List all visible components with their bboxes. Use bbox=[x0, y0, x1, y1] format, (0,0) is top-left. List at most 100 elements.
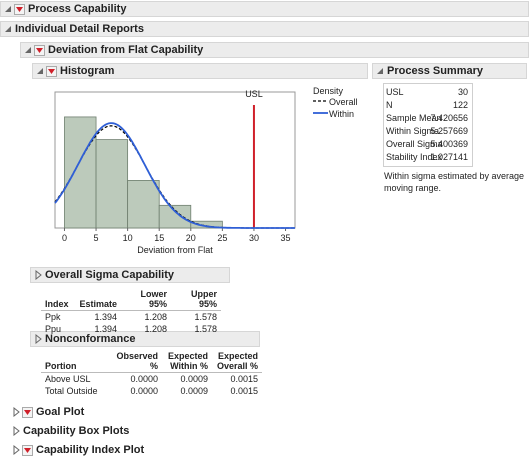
table-cell: Total Outside bbox=[45, 386, 98, 396]
x-tick-label: 10 bbox=[123, 233, 133, 243]
density-curve bbox=[54, 125, 295, 229]
table-row: Above USL 0.0000 0.0009 0.0015 bbox=[41, 373, 262, 386]
column-header: Upper 95% bbox=[190, 289, 217, 309]
data-table: Portion Observed % Expected Within % Expect… bbox=[41, 350, 262, 397]
summary-label: Within Sigma bbox=[386, 126, 440, 136]
table-cell: 1.578 bbox=[194, 324, 217, 334]
section-header[interactable]: Individual Detail Reports bbox=[0, 21, 529, 37]
summary-value: 5.257669 bbox=[430, 126, 468, 136]
disclosure-icon[interactable] bbox=[33, 270, 43, 280]
table-row: Ppk 1.394 1.208 1.578 bbox=[41, 311, 221, 324]
table-cell: Ppu bbox=[45, 324, 62, 334]
section-header[interactable]: Capability Index Plot bbox=[8, 442, 156, 458]
section-header[interactable]: Deviation from Flat Capability bbox=[20, 42, 529, 58]
table-cell: 1.394 bbox=[94, 324, 117, 334]
histogram-plot: 0 5 10 15 20 25 30 35 Deviation from Flat USL bbox=[54, 89, 296, 255]
summary-row: Overall Sigma 5.400369 bbox=[386, 138, 470, 151]
summary-label: Sample Mean bbox=[386, 113, 442, 123]
legend-label: Within bbox=[329, 109, 355, 119]
menu-icon[interactable] bbox=[22, 445, 33, 456]
histogram-bar bbox=[95, 139, 129, 229]
x-tick-label: 35 bbox=[281, 233, 291, 243]
histogram-bar bbox=[64, 116, 97, 229]
disclosure-icon[interactable] bbox=[11, 407, 21, 417]
x-axis-label: Deviation from Flat bbox=[137, 245, 213, 255]
section-title: Process Summary bbox=[387, 65, 483, 77]
histogram-bar bbox=[158, 204, 192, 229]
table-cell: 1.394 bbox=[94, 312, 117, 322]
histogram-bar bbox=[190, 220, 223, 229]
table-row: Total Outside 0.0000 0.0009 0.0015 bbox=[41, 385, 262, 397]
legend-label: Overall bbox=[329, 97, 358, 107]
legend-title: Density bbox=[313, 86, 344, 96]
table-cell: 0.0015 bbox=[230, 386, 258, 396]
summary-label: USL bbox=[386, 87, 404, 97]
section-header[interactable]: Capability Box Plots bbox=[8, 423, 156, 439]
column-header: Observed % bbox=[116, 351, 158, 371]
disclosure-icon[interactable] bbox=[3, 4, 13, 14]
section-header[interactable]: Nonconformance bbox=[30, 331, 260, 347]
legend-entry: Overall bbox=[313, 96, 373, 108]
table-cell: Above USL bbox=[45, 374, 91, 384]
summary-note: Within sigma estimated by average moving… bbox=[384, 171, 525, 193]
table-cell: 1.208 bbox=[144, 324, 167, 334]
header-row: Index Estimate Lower 95% Upper 95% bbox=[41, 288, 221, 311]
menu-icon[interactable] bbox=[34, 45, 45, 56]
summary-row: USL 30 bbox=[386, 86, 470, 99]
section-title: Deviation from Flat Capability bbox=[48, 44, 204, 56]
table-cell: 0.0015 bbox=[230, 374, 258, 384]
menu-icon[interactable] bbox=[46, 66, 57, 77]
column-header: Index bbox=[45, 299, 69, 309]
legend: Density Overall Within bbox=[313, 86, 373, 120]
summary-label: Overall Sigma bbox=[386, 139, 443, 149]
disclosure-icon[interactable] bbox=[35, 66, 45, 76]
menu-icon[interactable] bbox=[14, 4, 25, 15]
summary-label: Stability Index bbox=[386, 152, 443, 162]
section-title: Overall Sigma Capability bbox=[45, 269, 174, 281]
column-header: Expected Overall % bbox=[216, 351, 258, 371]
x-tick-label: 15 bbox=[154, 233, 164, 243]
section-header[interactable]: Overall Sigma Capability bbox=[30, 267, 230, 283]
table-cell: 0.0009 bbox=[180, 374, 208, 384]
data-table: Index Estimate Lower 95% Upper 95% Ppk 1.394 1… bbox=[41, 288, 221, 335]
section-title: Goal Plot bbox=[36, 406, 85, 418]
summary-value: 5.400369 bbox=[430, 139, 468, 149]
summary-rows: USL 30 N 122 Sample Mean 7.420656 Within Sigma… bbox=[386, 86, 470, 164]
x-tick-label: 5 bbox=[94, 233, 99, 243]
disclosure-icon[interactable] bbox=[23, 45, 33, 55]
section-title: Histogram bbox=[60, 65, 115, 77]
section-header[interactable]: Process Capability bbox=[0, 1, 529, 17]
x-tick-label: 30 bbox=[249, 233, 259, 243]
section-header[interactable]: Histogram bbox=[32, 63, 368, 79]
summary-value: 7.420656 bbox=[430, 113, 468, 123]
disclosure-icon[interactable] bbox=[3, 24, 13, 34]
density-curve bbox=[54, 122, 295, 229]
x-tick-label: 25 bbox=[217, 233, 227, 243]
legend-entry: Within bbox=[313, 108, 373, 120]
table-cell: 1.578 bbox=[194, 312, 217, 322]
histogram-bar bbox=[127, 180, 160, 229]
section-title: Process Capability bbox=[28, 3, 127, 15]
menu-icon[interactable] bbox=[22, 407, 33, 418]
disclosure-icon[interactable] bbox=[375, 66, 385, 76]
summary-row: N 122 bbox=[386, 99, 470, 112]
section-title: Nonconformance bbox=[45, 333, 136, 345]
section-title: Capability Index Plot bbox=[36, 444, 145, 456]
table-cell: 0.0009 bbox=[180, 386, 208, 396]
x-tick-label: 0 bbox=[62, 233, 67, 243]
disclosure-icon[interactable] bbox=[11, 426, 21, 436]
section-header[interactable]: Goal Plot bbox=[8, 404, 92, 420]
summary-row: Within Sigma 5.257669 bbox=[386, 125, 470, 138]
table-cell: 1.208 bbox=[144, 312, 167, 322]
legend-swatch bbox=[313, 112, 328, 114]
disclosure-icon[interactable] bbox=[33, 334, 43, 344]
column-header: Portion bbox=[45, 361, 77, 371]
section-header[interactable]: Process Summary bbox=[372, 63, 527, 79]
x-tick-label: 20 bbox=[186, 233, 196, 243]
summary-row: Stability Index 1.027141 bbox=[386, 151, 470, 164]
disclosure-icon[interactable] bbox=[11, 445, 21, 455]
summary-box bbox=[383, 83, 473, 167]
usl-label: USL bbox=[245, 89, 263, 99]
summary-label: N bbox=[386, 100, 393, 110]
